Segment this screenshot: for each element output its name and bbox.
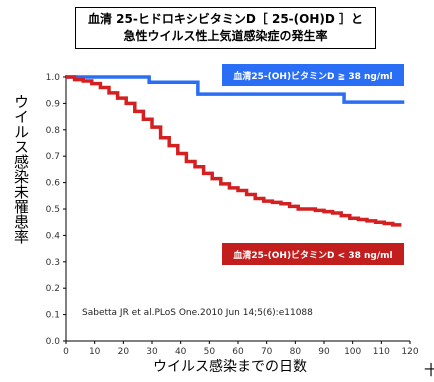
x-axis-label: ウイルス感染までの日数 <box>153 359 307 375</box>
x-tick-label: 60 <box>232 347 244 357</box>
tick-labels: 0 10 20 30 40 50 60 70 80 90 100 110 120 0.0 0.1 0.2 0.3… <box>46 73 419 357</box>
y-axis-label: ウイルス感染未罹患率 <box>12 94 30 244</box>
x-tick-label: 100 <box>344 347 361 357</box>
y-tick-label: 0.7 <box>46 152 60 162</box>
y-tick-label: 0.2 <box>46 284 60 294</box>
chart-title-line1: 血清 25-ヒドロキシビタミンD［ 25-(OH)D ］と <box>87 12 364 26</box>
stray-character: 十 <box>424 363 434 379</box>
y-tick-label: 0.3 <box>46 258 60 268</box>
series-line-high-vitd <box>66 75 405 104</box>
x-tick-label: 30 <box>146 347 158 357</box>
chart-title-line2: 急性ウイルス性上気道感染症の発生率 <box>123 29 328 43</box>
chart-axes <box>63 75 411 344</box>
y-tick-label: 0.5 <box>46 205 60 215</box>
x-tick-label: 0 <box>63 347 69 357</box>
y-tick-label: 0.0 <box>46 337 61 347</box>
x-tick-label: 110 <box>373 347 390 357</box>
y-tick-label: 0.4 <box>46 231 61 241</box>
x-tick-label: 20 <box>118 347 130 357</box>
chart-title-box: 血清 25-ヒドロキシビタミンD［ 25-(OH)D ］と 急性ウイルス性上気道… <box>75 7 376 49</box>
x-tick-label: 70 <box>261 347 273 357</box>
legend-low-vitd: 血清25-(OH)ビタミンD < 38 ng/ml <box>222 243 404 265</box>
legend-high-vitd: 血清25-(OH)ビタミンD ≧ 38 ng/ml <box>222 64 404 86</box>
x-tick-label: 80 <box>290 347 302 357</box>
series-layer <box>66 75 405 227</box>
y-tick-label: 0.6 <box>46 179 61 189</box>
y-tick-label: 0.9 <box>46 99 61 109</box>
citation: Sabetta JR et al.PLoS One.2010 Jun 14;5(… <box>82 308 313 318</box>
series-line-low-vitd <box>66 75 402 227</box>
x-tick-label: 120 <box>401 347 418 357</box>
x-tick-label: 50 <box>204 347 216 357</box>
y-tick-label: 1.0 <box>46 73 61 83</box>
x-tick-label: 90 <box>318 347 330 357</box>
x-tick-label: 40 <box>175 347 187 357</box>
y-tick-label: 0.8 <box>46 126 61 136</box>
y-tick-label: 0.1 <box>46 311 60 321</box>
x-tick-label: 10 <box>89 347 101 357</box>
